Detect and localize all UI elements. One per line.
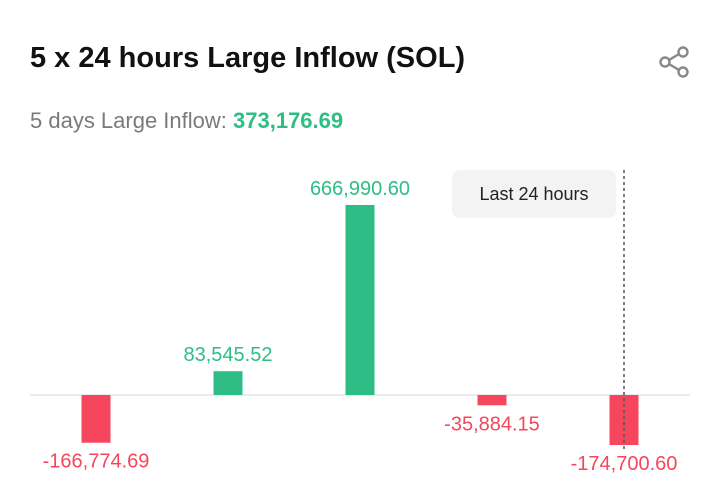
bar-value-label-3: 666,990.60 xyxy=(310,178,410,200)
bar-value-label-2: 83,545.52 xyxy=(184,344,273,366)
bar-4[interactable] xyxy=(477,395,507,406)
summary-value: 373,176.69 xyxy=(233,108,344,133)
bar-1[interactable] xyxy=(81,395,111,443)
share-icon[interactable] xyxy=(656,44,692,80)
bar-3[interactable] xyxy=(345,205,375,395)
bar-2[interactable] xyxy=(213,371,243,395)
bar-value-label-1: -166,774.69 xyxy=(43,451,150,473)
bar-value-label-5: -174,700.60 xyxy=(571,453,678,475)
bar-5[interactable] xyxy=(609,395,639,445)
summary-label: 5 days Large Inflow: xyxy=(30,108,234,133)
bar-value-label-4: -35,884.15 xyxy=(444,413,540,435)
summary-line: 5 days Large Inflow: 373,176.69 xyxy=(30,108,343,134)
chart-title: 5 x 24 hours Large Inflow (SOL) xyxy=(30,42,466,74)
tooltip-last-24-hours: Last 24 hours xyxy=(452,170,616,218)
